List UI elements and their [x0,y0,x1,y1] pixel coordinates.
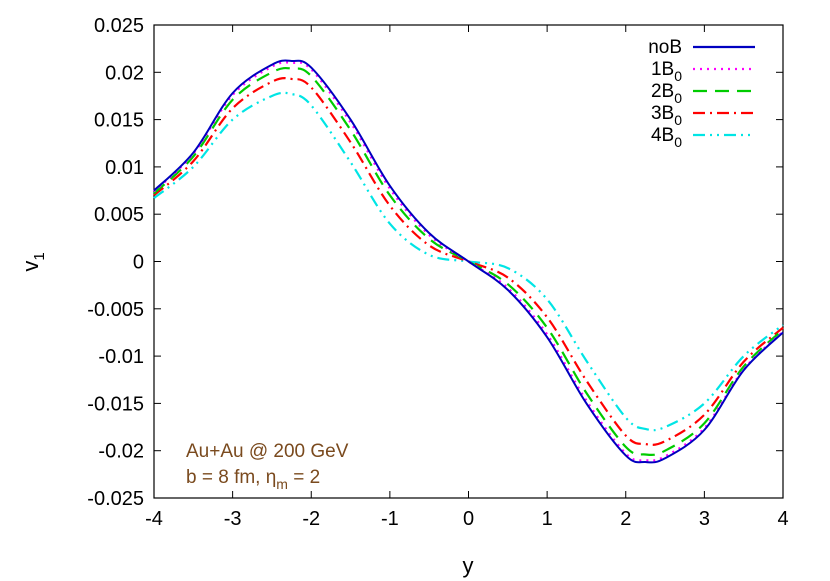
y-tick-label: 0.005 [94,204,144,226]
y-tick-label: -0.01 [98,346,144,368]
series-line-nob [153,59,784,464]
x-tick-label: 4 [777,508,788,530]
x-tick-label: -3 [224,508,242,530]
series-lines [153,59,784,464]
x-tick-label: 3 [699,508,710,530]
legend-label: 1B0 [651,59,682,84]
legend-label: 4B0 [651,125,682,150]
y-tick-label: -0.025 [87,488,144,510]
series-line-2b0 [153,66,784,457]
y-tick-label: -0.005 [87,299,144,321]
y-tick-label: -0.015 [87,393,144,415]
legend-label: noB [648,37,682,58]
x-tick-label: 2 [620,508,631,530]
x-tick-label: -4 [145,508,163,530]
x-tick-label: -1 [381,508,399,530]
x-tick-label: 0 [463,508,474,530]
x-tick-label: -2 [302,508,320,530]
y-tick-label: -0.02 [98,441,144,463]
axis-ticks [153,24,784,499]
x-axis-label: y [463,553,474,578]
annotation-collision: Au+Au @ 200 GeV [186,441,349,462]
y-tick-labels: -0.025 -0.02 -0.015 -0.01 -0.005 0 0.005 0.01 0.… [87,15,144,510]
y-tick-label: 0.015 [94,110,144,132]
y-axis-label: v1 [18,252,48,271]
x-tick-labels: -4 -3 -2 -1 0 1 2 3 4 [145,508,788,530]
y-tick-label: 0.01 [105,157,144,179]
legend-label: 2B0 [651,81,682,106]
y-tick-label: 0 [133,252,144,274]
annotation-parameters: b = 8 fm, ηm = 2 [186,467,320,492]
legend-label: 3B0 [651,103,682,128]
y-tick-label: 0.025 [94,15,144,37]
y-tick-label: 0.02 [105,62,144,84]
x-tick-label: 1 [542,508,553,530]
